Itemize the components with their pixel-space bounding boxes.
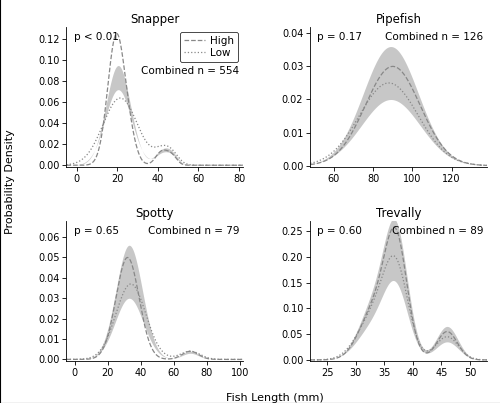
Text: Probability Density: Probability Density [5, 129, 15, 234]
Text: Fish Length (mm): Fish Length (mm) [226, 393, 324, 403]
Text: Combined n = 126: Combined n = 126 [386, 32, 484, 42]
Text: Combined n = 89: Combined n = 89 [392, 226, 484, 237]
Title: Spotty: Spotty [136, 207, 174, 220]
Text: p < 0.01: p < 0.01 [74, 32, 118, 42]
Title: Trevally: Trevally [376, 207, 422, 220]
Text: Combined n = 79: Combined n = 79 [148, 226, 240, 237]
Text: Combined n = 554: Combined n = 554 [142, 66, 240, 76]
Text: p = 0.17: p = 0.17 [318, 32, 362, 42]
Legend: High, Low: High, Low [180, 32, 238, 62]
Title: Pipefish: Pipefish [376, 12, 422, 25]
Title: Snapper: Snapper [130, 12, 180, 25]
Text: p = 0.60: p = 0.60 [318, 226, 362, 237]
Text: p = 0.65: p = 0.65 [74, 226, 118, 237]
